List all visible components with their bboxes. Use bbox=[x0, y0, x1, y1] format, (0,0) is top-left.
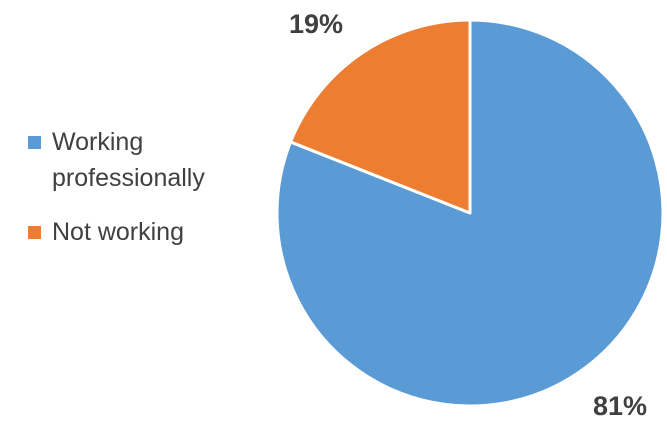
chart-legend: Working professionally Not working bbox=[28, 124, 248, 268]
data-label-working: 81% bbox=[593, 391, 647, 421]
legend-swatch-working bbox=[28, 136, 41, 149]
legend-label-working: Working professionally bbox=[52, 128, 205, 192]
legend-swatch-not-working bbox=[28, 226, 41, 239]
pie-slice-not-working bbox=[289, 18, 472, 215]
legend-entry-not-working: Not working bbox=[28, 214, 248, 250]
data-label-not-working: 19% bbox=[289, 9, 343, 39]
legend-label-not-working: Not working bbox=[52, 218, 184, 246]
legend-entry-working: Working professionally bbox=[28, 124, 248, 196]
